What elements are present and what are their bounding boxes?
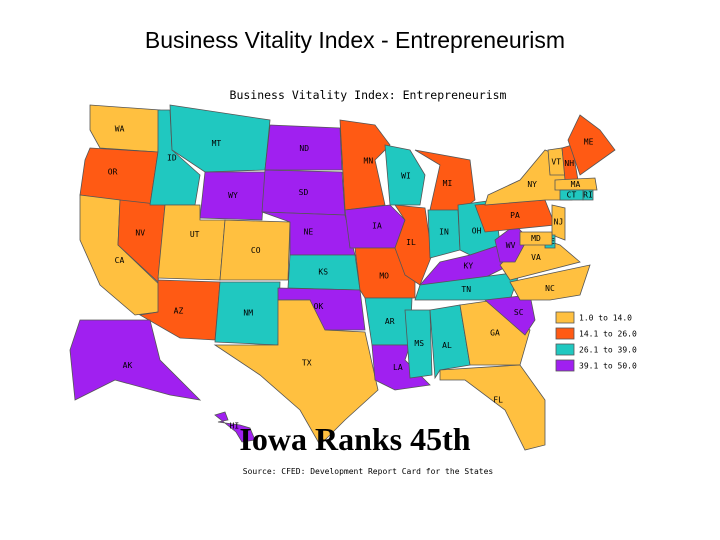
- state: [554, 177, 598, 191]
- state-label: AZ: [174, 307, 184, 316]
- headline: Iowa Ranks 45th: [239, 421, 470, 457]
- state-label: NV: [135, 229, 145, 238]
- slide-title: Business Vitality Index - Entrepreneuris…: [145, 27, 565, 53]
- state-label: AL: [442, 341, 452, 350]
- state-label: NY: [527, 180, 537, 189]
- state-label: RI: [583, 191, 593, 200]
- state-label: NM: [243, 308, 253, 317]
- legend-label: 14.1 to 26.0: [579, 330, 637, 339]
- state-label: IL: [406, 238, 416, 247]
- state-label: VT: [551, 158, 561, 167]
- state-label: ND: [299, 144, 309, 153]
- state-label: VA: [531, 253, 541, 262]
- state-label: ID: [167, 154, 177, 163]
- state-label: WA: [115, 125, 125, 134]
- state-label: NC: [545, 284, 555, 293]
- legend-swatch: [555, 343, 575, 356]
- state: [199, 171, 266, 221]
- state: [384, 144, 426, 206]
- state-label: KS: [318, 268, 328, 277]
- state: [509, 264, 591, 301]
- state-label: LA: [393, 363, 403, 372]
- state-label: FL: [493, 396, 503, 405]
- state: [429, 304, 471, 380]
- map-title: Business Vitality Index: Entrepreneurism: [230, 88, 507, 102]
- state-label: IA: [372, 222, 382, 231]
- state-label: KY: [464, 262, 474, 271]
- state-label: OR: [108, 168, 118, 177]
- legend-label: 39.1 to 50.0: [579, 362, 637, 371]
- state-label: WY: [228, 191, 238, 200]
- state: [567, 114, 616, 176]
- state-label: SD: [299, 188, 309, 197]
- states: WA OR CA NV ID MT WY UT AZ CO NM ND SD NE KS OK TX MN IA MO…: [69, 104, 616, 451]
- state: [404, 309, 433, 379]
- state-label: TN: [461, 285, 471, 294]
- state: [559, 189, 584, 201]
- state-label: MO: [379, 272, 389, 281]
- state: [519, 231, 553, 246]
- state: [213, 299, 379, 446]
- state: [264, 124, 343, 171]
- state-label: NE: [304, 227, 314, 236]
- state-label: TX: [302, 358, 312, 367]
- state-label: MT: [212, 139, 222, 148]
- state-label: CA: [115, 256, 125, 265]
- state: [169, 104, 271, 173]
- state: [394, 204, 433, 286]
- state-label: HI: [230, 422, 240, 431]
- state-label: OH: [472, 227, 482, 236]
- state: [219, 219, 291, 281]
- state-label: OK: [314, 302, 324, 311]
- state: [89, 104, 161, 153]
- state-label: AK: [123, 361, 133, 370]
- state: [551, 204, 566, 241]
- state-label: PA: [510, 211, 520, 220]
- state-label: CO: [251, 246, 261, 255]
- state-label: NJ: [554, 218, 564, 227]
- state-label: GA: [490, 329, 500, 338]
- state-label: NH: [564, 159, 574, 168]
- legend-swatch: [555, 359, 575, 372]
- state: [214, 411, 256, 443]
- legend: 1.0 to 14.0 14.1 to 26.0 26.1 to 39.0 39.1 …: [555, 311, 637, 372]
- legend-swatch: [555, 311, 575, 324]
- state: [439, 364, 546, 451]
- state-label: MA: [571, 180, 581, 189]
- state-label: WI: [401, 172, 411, 181]
- state-label: MN: [364, 156, 374, 165]
- state-label: CT: [567, 191, 577, 200]
- state-label: MS: [414, 339, 424, 348]
- source: Source: CFED: Development Report Card fo…: [243, 467, 494, 476]
- state-label: MD: [531, 234, 541, 243]
- state-label: UT: [190, 230, 200, 239]
- legend-swatch: [555, 327, 575, 340]
- state-label: ME: [584, 138, 594, 147]
- state-label: IN: [439, 228, 449, 237]
- state-label: MI: [443, 179, 453, 188]
- state: [484, 294, 536, 336]
- legend-label: 26.1 to 39.0: [579, 346, 637, 355]
- state: [69, 319, 202, 401]
- state-label: SC: [514, 308, 524, 317]
- state-label: AR: [385, 317, 395, 326]
- legend-label: 1.0 to 14.0: [579, 314, 632, 323]
- state-label: WV: [506, 241, 516, 250]
